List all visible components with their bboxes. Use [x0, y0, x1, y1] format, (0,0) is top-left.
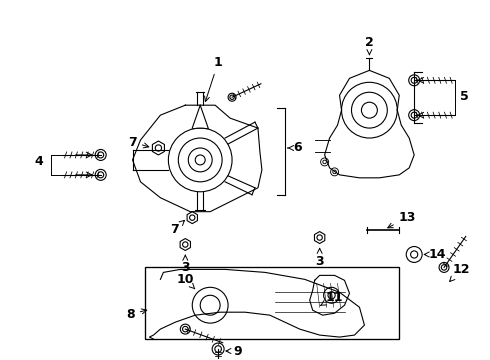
Text: 10: 10 [176, 273, 195, 289]
Text: 13: 13 [388, 211, 416, 228]
Text: 7: 7 [170, 220, 184, 236]
Text: 6: 6 [288, 141, 302, 154]
Text: 3: 3 [316, 248, 324, 268]
Text: 14: 14 [424, 248, 446, 261]
Text: 1: 1 [204, 56, 222, 102]
Text: 8: 8 [126, 308, 147, 321]
Text: 5: 5 [460, 90, 468, 103]
Bar [146, 267, 399, 339]
Text: 11: 11 [320, 291, 343, 306]
Text: 4: 4 [35, 156, 44, 168]
Text: 12: 12 [450, 263, 470, 282]
Text: 7: 7 [128, 135, 149, 149]
Text: 3: 3 [181, 255, 190, 274]
Text: 2: 2 [365, 36, 374, 55]
Text: 9: 9 [226, 345, 243, 357]
